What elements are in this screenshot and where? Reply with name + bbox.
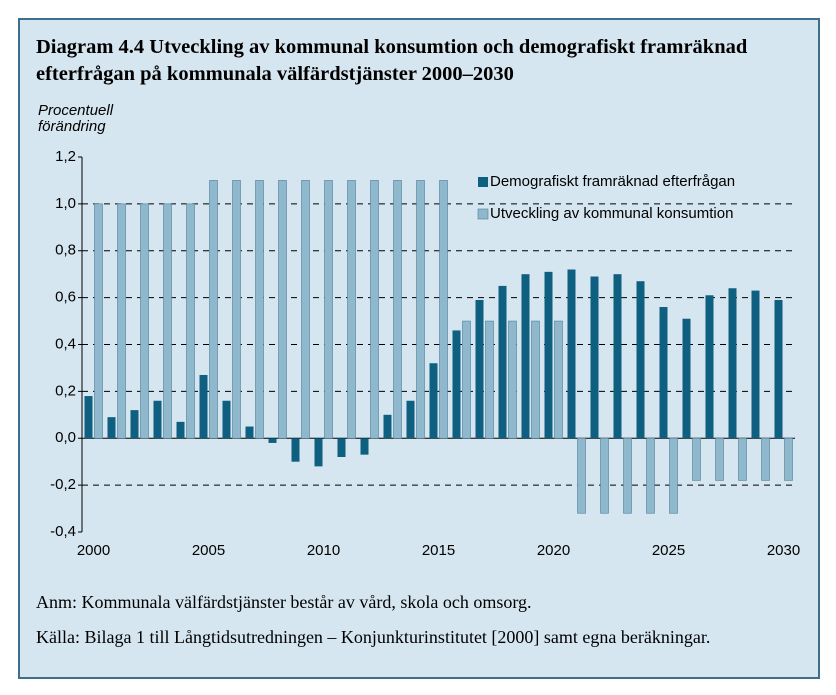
bar	[590, 276, 599, 439]
bar	[738, 437, 747, 481]
y-tick-label: 1,2	[55, 148, 76, 165]
bar	[498, 285, 507, 439]
bar	[508, 320, 517, 439]
bar	[301, 180, 310, 439]
bar	[521, 274, 530, 439]
bar	[715, 437, 724, 481]
x-tick-label: 2010	[307, 542, 340, 559]
bar	[360, 438, 369, 455]
bar	[659, 307, 668, 439]
bar	[544, 271, 553, 439]
x-tick-label: 2020	[537, 542, 570, 559]
y-tick-label: 0,6	[55, 289, 76, 306]
bar	[531, 320, 540, 439]
y-tick-label: 0,8	[55, 242, 76, 259]
bar	[554, 320, 563, 439]
bar	[462, 320, 471, 439]
bar	[107, 417, 116, 439]
bar	[406, 400, 415, 439]
bar	[761, 437, 770, 481]
bar	[176, 421, 185, 439]
x-tick-label: 2005	[192, 542, 225, 559]
bar	[232, 180, 241, 439]
bar	[485, 320, 494, 439]
bar	[199, 374, 208, 439]
bar	[416, 180, 425, 439]
bar	[623, 437, 632, 514]
y-tick-label: 0,0	[55, 429, 76, 446]
bar	[314, 438, 323, 467]
bar	[255, 180, 264, 439]
bar	[117, 203, 126, 439]
note: Anm: Kommunala välfärdstjänster består a…	[36, 592, 532, 612]
bar	[94, 203, 103, 439]
bar	[245, 426, 254, 439]
bar	[163, 203, 172, 439]
bar	[774, 299, 783, 439]
bar	[682, 318, 691, 439]
bar	[613, 274, 622, 439]
y-tick-label: -0,2	[50, 476, 76, 493]
bar	[393, 180, 402, 439]
bar	[370, 180, 379, 439]
bar	[567, 269, 576, 439]
y-tick-label: 0,4	[55, 335, 76, 352]
bar	[347, 180, 356, 439]
bar	[728, 288, 737, 439]
bar	[439, 180, 448, 439]
legend-label: Utveckling av kommunal konsumtion	[490, 205, 733, 222]
bar	[600, 437, 609, 514]
y-tick-label: -0,4	[50, 523, 76, 540]
bar	[383, 414, 392, 439]
bar	[130, 410, 139, 439]
bar	[636, 281, 645, 439]
bar	[222, 400, 231, 439]
bar	[429, 363, 438, 439]
bar	[140, 203, 149, 439]
bar	[291, 438, 300, 462]
legend-swatch	[478, 177, 488, 187]
bar	[705, 295, 714, 439]
bar	[186, 203, 195, 439]
x-tick-label: 2000	[77, 542, 110, 559]
bar	[669, 437, 678, 514]
legend-swatch	[477, 208, 489, 220]
bar	[209, 180, 218, 439]
x-tick-label: 2025	[652, 542, 685, 559]
source: Källa: Bilaga 1 till Långtidsutredningen…	[36, 627, 711, 647]
bar	[692, 437, 701, 481]
bar	[278, 180, 287, 439]
bar	[751, 290, 760, 439]
bar	[475, 299, 484, 439]
chart-title: Diagram 4.4 Utveckling av kommunal konsu…	[36, 36, 748, 85]
y-tick-label: 0,2	[55, 382, 76, 399]
bar	[337, 438, 346, 457]
bar	[452, 330, 461, 439]
x-tick-label: 2015	[422, 542, 455, 559]
x-tick-label: 2030	[767, 542, 800, 559]
bar	[577, 437, 586, 514]
bar	[84, 396, 93, 439]
y-axis-label: Procentuell förändring	[38, 102, 114, 135]
bar	[646, 437, 655, 514]
bar	[153, 400, 162, 439]
bar	[784, 437, 793, 481]
bar	[268, 438, 277, 443]
legend-label: Demografiskt framräknad efterfrågan	[490, 173, 735, 190]
y-tick-label: 1,0	[55, 195, 76, 212]
bar	[324, 180, 333, 439]
